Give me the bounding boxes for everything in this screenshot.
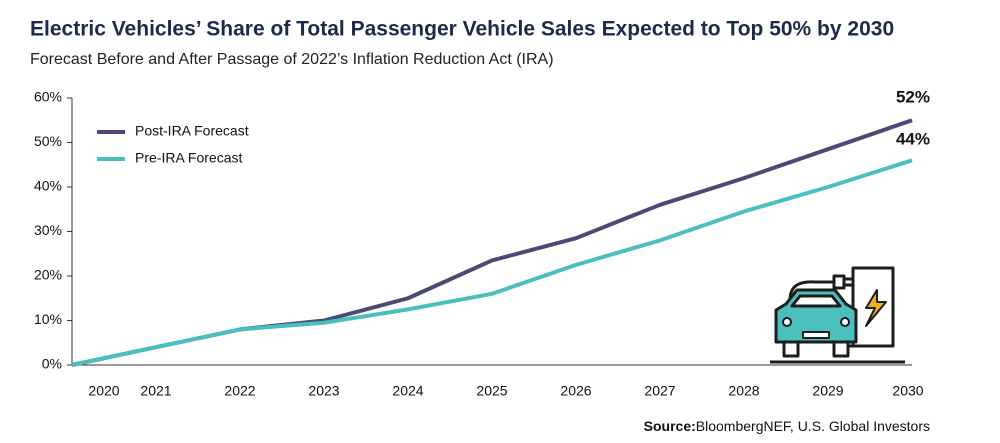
y-tick-label: 0% [42,356,62,372]
y-tick-label: 40% [34,178,62,194]
x-tick-label: 2024 [392,383,423,399]
x-tick-label: 2030 [892,383,923,399]
ev-icon [770,266,905,364]
x-tick-label: 2026 [560,383,591,399]
x-tick-label: 2022 [224,383,255,399]
source: Source:BloombergNEF, U.S. Global Investo… [644,418,930,434]
x-tick-label: 2020 [88,383,119,399]
x-tick-label: 2027 [644,383,675,399]
source-text: BloombergNEF, U.S. Global Investors [696,418,930,434]
y-tick-label: 60% [34,89,62,105]
x-tick-label: 2025 [476,383,507,399]
y-tick-label: 20% [34,267,62,283]
annotation: 44% [896,129,930,148]
legend-label: Post-IRA Forecast [135,123,249,139]
chart-subtitle: Forecast Before and After Passage of 202… [30,51,554,68]
x-tick-label: 2028 [728,383,759,399]
x-tick-label: 2029 [812,383,843,399]
x-tick-label: 2021 [140,383,171,399]
source-label: Source: [644,418,696,434]
y-tick-label: 10% [34,311,62,327]
chart-title: Electric Vehicles’ Share of Total Passen… [30,18,894,41]
legend-label: Pre-IRA Forecast [135,150,242,166]
y-tick-label: 30% [34,222,62,238]
line [71,158,913,367]
annotation: 52% [896,87,930,106]
x-tick-label: 2023 [308,383,339,399]
y-tick-label: 50% [34,133,62,149]
